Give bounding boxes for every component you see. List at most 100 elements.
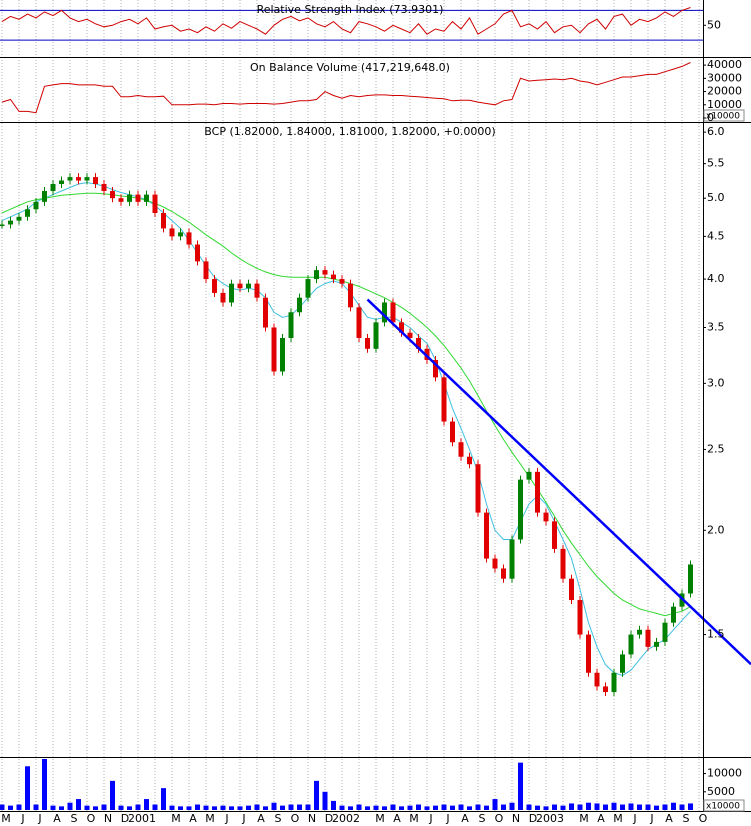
volume-bar	[50, 805, 56, 810]
x-tick-label: J	[428, 812, 432, 825]
volume-bar	[0, 804, 5, 810]
y-tick-label: 0	[707, 111, 714, 124]
candle	[577, 600, 583, 635]
y-tick-label: 50	[707, 18, 721, 31]
volume-bar	[535, 805, 540, 810]
x-tick-label: A	[461, 812, 469, 825]
candle	[688, 564, 693, 594]
candle	[509, 539, 515, 579]
volume-bar	[331, 800, 336, 810]
volume-bar	[603, 804, 608, 810]
volume-bar	[263, 806, 268, 810]
x-tick-label: 2001	[128, 812, 156, 825]
x-tick-label: D	[121, 812, 129, 825]
candle	[620, 654, 625, 673]
volume-bar	[560, 805, 566, 810]
candle	[356, 307, 362, 338]
candle	[25, 209, 30, 217]
candle	[518, 479, 523, 540]
candle	[50, 183, 56, 192]
volume-bar	[246, 805, 251, 810]
x-tick-label: A	[393, 812, 401, 825]
candle	[263, 297, 268, 328]
candle	[220, 292, 226, 303]
candle	[0, 224, 5, 227]
candle	[560, 548, 566, 579]
volume-bar	[671, 802, 676, 810]
unit-label: x10000	[706, 802, 740, 812]
candle	[195, 244, 200, 262]
volume-bar	[305, 804, 311, 810]
candle	[280, 337, 285, 372]
candle	[288, 312, 294, 338]
x-tick-label: M	[205, 812, 215, 825]
volume-bar	[237, 806, 243, 810]
x-tick-label: A	[665, 812, 673, 825]
x-tick-label: S	[479, 812, 486, 825]
candle	[67, 177, 73, 181]
candle	[399, 322, 404, 333]
x-tick-label: A	[597, 812, 605, 825]
candle	[662, 622, 668, 642]
volume-bar	[33, 804, 39, 810]
candle	[16, 216, 22, 221]
x-tick-label: M	[579, 812, 589, 825]
candle	[416, 337, 421, 349]
volume-bar	[59, 806, 64, 810]
candle	[93, 177, 98, 184]
volume-bar	[552, 804, 557, 810]
volume-bar	[314, 780, 319, 810]
candle	[424, 348, 430, 360]
candle	[212, 279, 217, 293]
volume-bar	[424, 806, 430, 810]
volume-bar	[628, 803, 634, 810]
y-tick-label: 10000	[707, 98, 742, 111]
candle	[382, 302, 387, 323]
x-tick-label: A	[53, 812, 61, 825]
volume-bar	[297, 804, 302, 810]
y-tick-label: 30000	[707, 71, 742, 84]
volume-bar	[543, 806, 549, 810]
x-tick-label: S	[683, 812, 690, 825]
y-tick-label: 1.5	[707, 628, 725, 641]
series-line	[1, 62, 691, 114]
volume-bar	[212, 806, 217, 810]
candle	[645, 629, 651, 647]
volume-bar	[679, 804, 685, 810]
x-tick-label: O	[291, 812, 300, 825]
candle	[458, 442, 464, 457]
candle	[110, 191, 115, 199]
candle	[203, 261, 209, 280]
unit-box	[703, 109, 745, 122]
volume-bar	[373, 805, 379, 810]
x-tick-label: N	[104, 812, 112, 825]
volume-bar	[611, 802, 617, 810]
candle	[594, 672, 600, 687]
series-line	[1, 182, 691, 676]
trendline	[366, 298, 751, 666]
volume-bar	[399, 806, 404, 810]
x-tick-label: M	[171, 812, 181, 825]
volume-bar	[186, 806, 192, 810]
x-tick-label: A	[189, 812, 197, 825]
volume-bar	[577, 804, 583, 810]
volume-bar	[110, 780, 115, 810]
volume-bar	[467, 806, 472, 810]
x-tick-label: M	[613, 812, 623, 825]
volume-bar	[620, 804, 625, 810]
candle	[127, 194, 132, 202]
candle	[484, 512, 489, 559]
volume-bar	[76, 799, 81, 810]
volume-bar	[501, 804, 506, 810]
candle	[450, 421, 455, 443]
panel-title: BCP (1.82000, 1.84000, 1.81000, 1.82000,…	[204, 125, 495, 138]
volume-bar	[407, 805, 413, 810]
y-tick-label: 5.5	[707, 157, 725, 170]
volume-bar	[645, 804, 651, 810]
candle	[76, 177, 81, 181]
candle	[144, 194, 149, 202]
y-tick-label: 40000	[707, 58, 742, 71]
volume-bar	[492, 799, 498, 810]
candle	[475, 464, 481, 513]
candle	[305, 279, 311, 298]
